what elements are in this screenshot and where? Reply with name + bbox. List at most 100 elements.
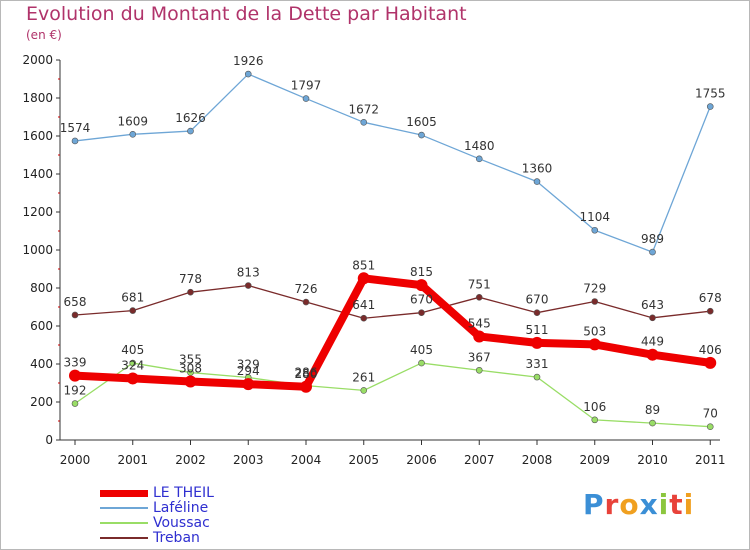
x-tick-label: 2010 (637, 453, 668, 467)
legend-label: Laféline (153, 500, 209, 516)
data-label: 1609 (117, 114, 148, 128)
data-point (649, 314, 656, 322)
legend-item: Voussac (100, 516, 300, 531)
data-label: 280 (295, 367, 318, 381)
data-point (184, 375, 197, 388)
data-point (242, 378, 255, 391)
data-point (706, 423, 714, 431)
data-label: 778 (179, 272, 202, 286)
x-tick-label: 2002 (175, 453, 206, 467)
x-tick-label: 2007 (464, 453, 495, 467)
data-point (418, 359, 425, 367)
data-label: 367 (468, 350, 491, 364)
series-line-le-theil (71, 274, 715, 391)
y-tick-label: 0 (45, 433, 53, 447)
data-point (71, 311, 79, 319)
legend-swatch (100, 490, 148, 497)
data-point (704, 356, 717, 369)
data-point (591, 226, 599, 234)
data-label: 1797 (291, 79, 322, 93)
chart-title: Evolution du Montant de la Dette par Hab… (26, 3, 467, 25)
legend: LE THEIL Laféline Voussac Treban (100, 486, 300, 546)
data-label: 261 (352, 370, 375, 384)
data-label: 658 (64, 295, 87, 309)
data-point (187, 288, 194, 296)
data-label: 1626 (175, 111, 206, 125)
data-point (588, 338, 601, 351)
data-label: 1672 (348, 102, 379, 116)
data-label: 815 (410, 265, 433, 279)
logo-letter: r (604, 488, 620, 521)
y-tick-label: 2000 (22, 53, 53, 67)
chart-subtitle: (en €) (26, 28, 62, 42)
data-point (360, 314, 368, 322)
data-point (244, 70, 252, 78)
data-label: 670 (410, 293, 433, 307)
logo-letter: o (619, 488, 640, 521)
y-tick-label: 1800 (22, 91, 53, 105)
data-point (302, 298, 310, 306)
y-tick-label: 600 (30, 319, 53, 333)
data-label: 405 (121, 343, 144, 357)
data-label: 1605 (406, 115, 437, 129)
data-label: 545 (468, 316, 491, 330)
data-point (591, 416, 599, 424)
data-point (533, 373, 541, 381)
legend-item: Laféline (100, 501, 300, 516)
y-tick-label: 200 (30, 395, 53, 409)
logo-letter: x (639, 488, 659, 521)
y-tick-label: 1400 (22, 167, 53, 181)
data-point (591, 298, 599, 305)
data-point (418, 309, 425, 317)
data-label: 751 (468, 277, 491, 291)
data-label: 813 (237, 266, 260, 280)
x-tick-label: 2008 (522, 453, 553, 467)
data-label: 643 (641, 298, 664, 312)
y-tick-label: 800 (30, 281, 53, 295)
data-label: 286 (295, 366, 318, 380)
data-point (531, 336, 543, 349)
data-label: 308 (179, 361, 202, 375)
data-point (126, 372, 139, 385)
data-label: 339 (64, 356, 87, 370)
legend-label: Treban (153, 530, 200, 546)
data-label: 324 (121, 358, 144, 372)
data-label: 989 (641, 232, 664, 246)
x-tick-label: 2006 (406, 453, 437, 467)
series-line-laf-line (74, 73, 711, 253)
data-point (475, 155, 483, 163)
legend-item: LE THEIL (100, 486, 300, 501)
data-point (475, 294, 483, 301)
data-label: 1574 (60, 121, 91, 135)
data-point (706, 103, 714, 110)
legend-swatch (100, 537, 148, 539)
data-point (69, 369, 81, 382)
data-point (300, 380, 312, 393)
data-label: 670 (526, 293, 549, 307)
data-point (473, 330, 486, 343)
data-point (129, 359, 137, 367)
data-point (415, 279, 428, 292)
data-point (129, 130, 137, 138)
data-point (360, 387, 368, 394)
legend-label: LE THEIL (153, 485, 214, 501)
data-label: 1360 (522, 162, 553, 176)
data-label: 1926 (233, 54, 264, 68)
x-tick-label: 2000 (60, 453, 91, 467)
proxiti-logo: Proxiti (583, 488, 694, 521)
logo-letter: P (583, 488, 605, 521)
x-tick-label: 2003 (233, 453, 264, 467)
data-label: 681 (121, 291, 144, 305)
data-point (244, 282, 252, 289)
data-point (533, 178, 541, 185)
data-point (187, 127, 194, 135)
logo-letter: t (669, 488, 684, 521)
data-label: 678 (699, 291, 722, 305)
x-tick-label: 2005 (348, 453, 379, 467)
series-line-treban (74, 284, 711, 319)
y-tick-label: 1200 (22, 205, 53, 219)
data-point (360, 119, 368, 126)
data-label: 106 (583, 400, 606, 414)
